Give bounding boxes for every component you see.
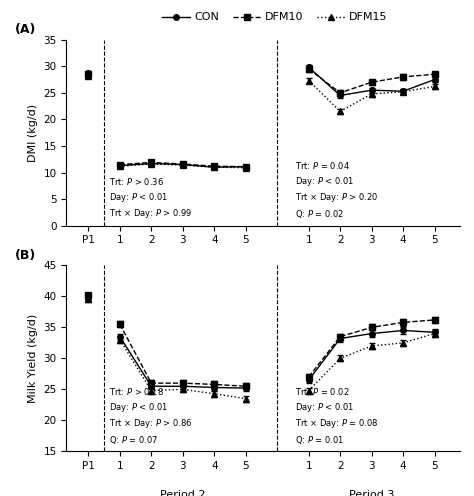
Text: (A): (A) (15, 23, 36, 36)
Text: (B): (B) (15, 248, 36, 262)
Text: Trt: $P$ = 0.04
Day: $P$ < 0.01
Trt × Day: $P$ > 0.20
Q: $P$ = 0.02: Trt: $P$ = 0.04 Day: $P$ < 0.01 Trt × Da… (294, 160, 378, 220)
Y-axis label: Milk Yield (kg/d): Milk Yield (kg/d) (28, 314, 38, 403)
Legend: CON, DFM10, DFM15: CON, DFM10, DFM15 (158, 8, 392, 27)
Text: Period 2: Period 2 (160, 490, 206, 496)
Text: Period 3: Period 3 (349, 264, 394, 275)
Text: Trt: $P$ = 0.02
Day: $P$ < 0.01
Trt × Day: $P$ = 0.08
Q: $P$ = 0.01: Trt: $P$ = 0.02 Day: $P$ < 0.01 Trt × Da… (294, 386, 378, 446)
Text: Period 2: Period 2 (160, 264, 206, 275)
Text: Period 3: Period 3 (349, 490, 394, 496)
Text: Trt: $P$ > 0.18
Day: $P$ < 0.01
Trt × Day: $P$ > 0.86
Q: $P$ = 0.07: Trt: $P$ > 0.18 Day: $P$ < 0.01 Trt × Da… (109, 386, 192, 446)
Text: Trt: $P$ > 0.36
Day: $P$ < 0.01
Trt × Day: $P$ > 0.99: Trt: $P$ > 0.36 Day: $P$ < 0.01 Trt × Da… (109, 176, 192, 220)
Y-axis label: DMI (kg/d): DMI (kg/d) (28, 104, 38, 162)
